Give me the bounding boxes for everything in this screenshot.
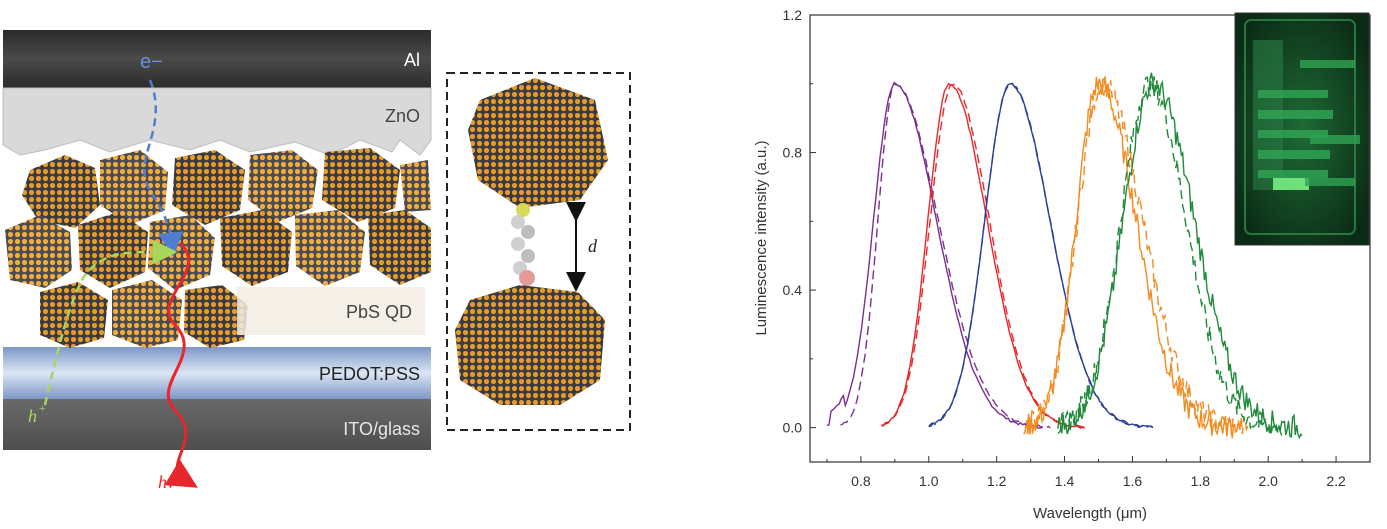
quantum-dot [100,150,168,225]
x-tick-label: 1.2 [987,473,1007,489]
quantum-dot [112,280,182,348]
device-schematic: Al ZnO PbS QD PEDOT:PSS ITO/glass e− h +… [2,30,432,492]
top-quantum-dot [468,78,608,208]
quantum-dot [22,155,100,228]
electron-label: e− [140,51,163,73]
zno-label: ZnO [385,106,420,126]
bottom-quantum-dot [455,285,605,405]
ito-layer [3,398,431,450]
hole-label: h [28,406,37,426]
spectrum-line-5 [928,82,1154,429]
x-axis-title: Wavelength (μm) [1033,505,1147,522]
ligand-chain [511,203,535,286]
quantum-dot [5,215,72,288]
distance-label: d [588,236,598,256]
photon-path [164,241,198,488]
spectrum-line-7 [1023,75,1249,436]
x-tick-label: 1.4 [1055,473,1075,489]
inset-frame [446,72,631,431]
photon-label: hν [158,472,175,492]
x-tick-label: 0.8 [851,473,871,489]
spectrum-line-9 [1057,72,1283,436]
pedot-label: PEDOT:PSS [319,364,420,384]
spectrum-line-8 [1057,73,1303,440]
hole-path [43,239,178,406]
x-tick-label: 2.0 [1258,473,1278,489]
quantum-dot [400,160,431,212]
y-tick-label: 0.0 [783,420,803,436]
x-axis-ticks: 0.8 1.0 1.2 1.4 1.6 1.8 2.0 2.2 [826,456,1346,489]
quantum-dot [172,150,245,225]
ito-label: ITO/glass [343,419,420,439]
x-tick-label: 1.0 [919,473,939,489]
plot-frame [809,14,1371,463]
ligand-inset: d [446,72,631,431]
quantum-dot [40,282,108,348]
luminescence-chart: 0.8 1.0 1.2 1.4 1.6 1.8 2.0 2.2 0.0 0.4 0.8 1.2 Wa… [753,7,1371,522]
spectrum-line-3 [881,83,1085,429]
electron-path [143,79,184,258]
spectrum-line-4 [928,82,1153,428]
quantum-dot [295,210,365,286]
y-tick-label: 0.8 [783,145,803,161]
y-axis-title: Luminescence intensity (a.u.) [753,140,770,335]
pedot-layer [3,347,431,399]
x-tick-label: 1.8 [1191,473,1211,489]
quantum-dot [322,148,400,222]
quantum-dot-layer [5,148,431,348]
spectrum-line-0 [826,81,1044,429]
quantum-dot [78,212,148,288]
y-tick-label: 1.2 [783,7,803,23]
quantum-dot [220,210,292,286]
device-photo-inset [1234,12,1370,246]
quantum-dot [184,285,248,348]
zno-layer [2,87,432,156]
al-layer [3,30,431,88]
al-label: Al [404,50,420,70]
spectrum-line-2 [881,82,1086,429]
y-tick-label: 0.4 [783,282,803,298]
y-axis-ticks: 0.0 0.4 0.8 1.2 [783,7,816,436]
quantum-dot [248,150,318,222]
hole-superscript: + [39,401,46,415]
spectra-series [826,72,1303,440]
x-tick-label: 2.2 [1326,473,1346,489]
x-tick-label: 1.6 [1123,473,1143,489]
qd-label: PbS QD [346,302,412,322]
qd-label-box [237,287,425,335]
spectrum-line-1 [840,83,1051,429]
quantum-dot [368,210,431,285]
